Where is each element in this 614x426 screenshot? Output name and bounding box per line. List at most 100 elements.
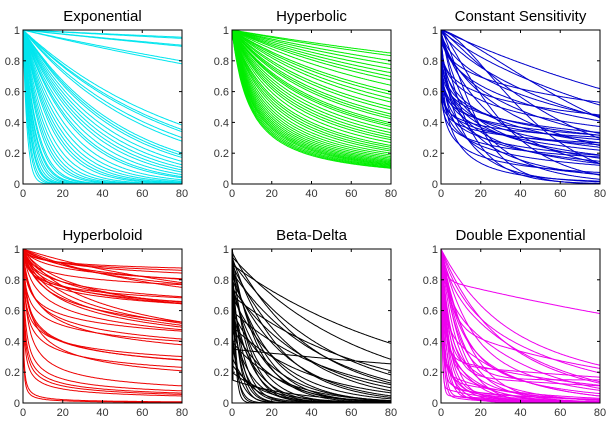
x-tick-label: 40 (96, 188, 108, 200)
y-tick-label: 0.4 (214, 336, 229, 348)
x-tick-label: 80 (594, 188, 606, 200)
y-tick-label: 0.4 (5, 336, 20, 348)
series-line-15 (22, 29, 183, 162)
series-line-5 (22, 29, 183, 62)
series-line-32 (22, 248, 183, 328)
x-tick-label: 80 (176, 188, 188, 200)
x-tick-label: 20 (475, 188, 487, 200)
x-tick-label: 0 (20, 407, 26, 419)
series-line-30 (231, 29, 392, 150)
series-line-46 (231, 29, 392, 169)
y-tick-label: 0.8 (214, 56, 229, 68)
y-tick-label: 0.2 (214, 367, 229, 379)
series-line-31 (231, 29, 392, 152)
series-line-25 (22, 29, 182, 183)
series-line-7 (22, 29, 183, 126)
y-tick-label: 1 (223, 244, 229, 256)
series-line-20 (231, 29, 392, 126)
series-line-8 (22, 248, 182, 280)
series-line-45 (231, 29, 392, 169)
series-line-26 (231, 29, 392, 141)
y-tick-label: 0 (432, 179, 438, 191)
series-line-22 (22, 29, 183, 179)
series-line-9 (231, 29, 392, 86)
series-line-2 (440, 29, 601, 106)
series-line-15 (231, 248, 391, 402)
series-line-13 (231, 248, 392, 398)
series-line-18 (231, 248, 391, 403)
series-line-34 (440, 29, 601, 136)
series-line-17 (22, 248, 182, 332)
series-line-37 (22, 248, 183, 372)
series-line-34 (440, 248, 601, 386)
series-line-4 (440, 248, 601, 384)
series-line-38 (22, 248, 183, 394)
y-tick-label: 1 (432, 244, 438, 256)
series-line-21 (231, 248, 391, 402)
series-line-19 (22, 29, 183, 173)
series-line-36 (231, 29, 392, 160)
series-line-20 (22, 29, 183, 176)
curves (231, 248, 392, 404)
series-line-17 (22, 29, 183, 169)
series-line-25 (22, 248, 183, 331)
series-line-15 (231, 29, 392, 111)
series-line-32 (440, 248, 600, 381)
series-line-33 (440, 29, 601, 133)
series-line-41 (231, 29, 392, 165)
curves (22, 29, 183, 185)
series-line-1 (22, 248, 183, 284)
series-line-10 (440, 248, 600, 387)
series-line-37 (231, 29, 392, 162)
series-line-10 (231, 29, 392, 92)
x-tick-label: 40 (305, 188, 317, 200)
series-line-40 (231, 29, 392, 165)
y-tick-label: 0.8 (214, 275, 229, 287)
x-tick-label: 40 (514, 188, 526, 200)
series-line-24 (231, 29, 392, 136)
series-line-37 (440, 29, 601, 165)
series-line-1 (440, 248, 601, 314)
x-tick-label: 80 (176, 407, 188, 419)
series-line-12 (22, 248, 183, 305)
y-tick-label: 0.2 (423, 148, 438, 160)
y-tick-label: 0.2 (214, 148, 229, 160)
series-line-5 (231, 29, 392, 70)
x-tick-label: 20 (266, 188, 278, 200)
series-line-6 (231, 248, 392, 372)
subplot-5: 0 20 40 60 80 0 0.2 0.4 0.6 0.8 1 Beta-Delta (214, 227, 397, 419)
x-tick-label: 20 (57, 407, 69, 419)
series-line-8 (22, 29, 183, 131)
series-line-8 (231, 248, 392, 389)
series-line-38 (231, 248, 392, 402)
series-line-2 (231, 248, 392, 360)
x-tick-label: 60 (136, 407, 148, 419)
series-line-24 (22, 248, 183, 340)
series-line-23 (440, 29, 601, 166)
series-line-12 (22, 29, 183, 154)
series-line-13 (22, 29, 183, 156)
series-line-33 (231, 29, 392, 156)
y-tick-label: 0 (432, 398, 438, 410)
series-line-17 (231, 29, 392, 117)
series-line-7 (440, 29, 601, 127)
y-tick-label: 1 (432, 25, 438, 37)
x-tick-label: 60 (554, 188, 566, 200)
x-tick-label: 80 (385, 407, 397, 419)
series-line-11 (22, 29, 183, 142)
series-line-6 (231, 29, 392, 74)
series-line-44 (231, 29, 392, 168)
series-line-33 (22, 248, 183, 326)
subplot-6: 0 20 40 60 80 0 0.2 0.4 0.6 0.8 1 Double Exponentia… (423, 227, 606, 419)
series-line-9 (22, 248, 183, 305)
series-line-29 (22, 248, 183, 392)
series-line-1 (231, 248, 392, 344)
series-line-26 (22, 29, 182, 184)
series-line-18 (22, 29, 183, 171)
series-line-4 (231, 29, 392, 65)
series-line-39 (440, 29, 601, 119)
y-tick-label: 0.4 (423, 336, 438, 348)
series-line-31 (440, 248, 601, 369)
series-line-9 (22, 29, 183, 133)
